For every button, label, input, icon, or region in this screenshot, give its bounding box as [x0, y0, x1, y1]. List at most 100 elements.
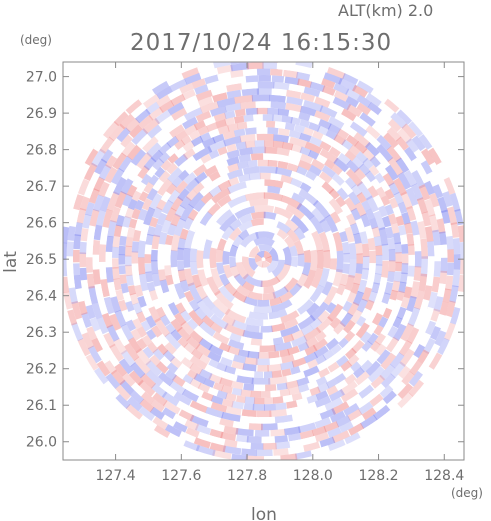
radar-cell — [356, 423, 376, 439]
radar-cell — [260, 325, 273, 333]
radar-cell — [134, 199, 145, 211]
radar-cell — [434, 313, 446, 330]
radar-cell — [401, 263, 409, 275]
radar-cell — [158, 372, 174, 387]
radar-cell — [131, 190, 142, 202]
y-tick-label: 26.9 — [26, 106, 57, 122]
radar-cell — [372, 399, 387, 413]
radar-cell — [459, 258, 464, 275]
radar-cell — [393, 177, 408, 196]
radar-cell — [337, 211, 352, 231]
radar-cell — [351, 156, 365, 169]
radar-cell — [283, 394, 294, 403]
radar-cell — [153, 223, 163, 238]
radar-cell — [343, 403, 360, 417]
radar-cell — [192, 157, 205, 169]
radar-cell — [131, 317, 143, 330]
radar-cell — [241, 409, 257, 417]
radar-cell — [227, 345, 240, 356]
radar-cell — [136, 338, 148, 350]
chart-title: 2017/10/24 16:15:30 — [130, 30, 392, 56]
radar-cell — [66, 257, 74, 273]
radar-cell — [403, 156, 418, 175]
radar-cell — [345, 177, 357, 189]
radar-cell — [130, 382, 145, 396]
radar-cell — [345, 134, 359, 147]
radar-cell — [314, 110, 331, 122]
radar-cell — [410, 281, 420, 299]
radar-cell — [120, 176, 135, 195]
radar-cell — [63, 226, 70, 244]
radar-cell — [86, 273, 95, 289]
radar-cell — [164, 424, 182, 438]
radar-cell — [276, 382, 288, 391]
radar-cell — [145, 233, 154, 246]
radar-cell — [397, 201, 408, 214]
radar-cell — [356, 72, 369, 83]
radar-cell — [263, 211, 278, 221]
radar-cell — [179, 203, 194, 222]
radar-cell — [303, 351, 318, 364]
radar-cell — [227, 163, 240, 173]
radar-cell — [194, 84, 210, 95]
radar-cell — [220, 328, 232, 339]
radar-cell — [222, 250, 230, 265]
radar-cell — [79, 241, 87, 255]
radar-cell — [184, 72, 202, 85]
radar-cell — [299, 182, 312, 193]
radar-cell — [102, 120, 120, 139]
radar-cell — [127, 163, 143, 182]
radar-cell — [466, 270, 473, 281]
radar-cell — [221, 411, 241, 422]
radar-cell — [208, 185, 222, 198]
radar-cell — [432, 184, 444, 199]
radar-cell — [348, 144, 361, 156]
radar-cell — [296, 166, 308, 176]
radar-cell — [324, 158, 336, 170]
radar-cell — [408, 255, 415, 268]
radar-cell — [164, 265, 172, 276]
radar-cell — [404, 146, 418, 163]
radar-cell — [417, 221, 427, 239]
radar-cell — [195, 89, 215, 102]
radar-cell — [66, 309, 78, 326]
radar-cell — [208, 170, 222, 182]
radar-cell — [258, 244, 273, 253]
radar-cell — [226, 149, 240, 159]
radar-cell — [197, 396, 213, 408]
radar-cell — [331, 401, 350, 415]
radar-cell — [171, 107, 188, 121]
radar-cell — [197, 269, 209, 287]
radar-cell — [248, 423, 263, 431]
radar-cell — [273, 206, 294, 220]
radar-cell — [328, 188, 340, 200]
radar-cell — [375, 343, 387, 356]
radar-cell — [418, 168, 430, 183]
radar-cell — [123, 341, 140, 361]
radar-cell — [246, 435, 262, 444]
radar-cell — [273, 82, 291, 91]
radar-cell — [252, 285, 264, 294]
radar-cell — [286, 156, 301, 166]
radar-cell — [452, 238, 461, 255]
radar-cell — [178, 169, 190, 181]
radar-cell — [99, 196, 111, 212]
radar-cell — [209, 245, 218, 269]
radar-cell — [318, 367, 330, 378]
radar-cell — [319, 218, 332, 233]
radar-cell — [176, 345, 194, 361]
radar-cell — [356, 315, 367, 327]
radar-cell — [313, 345, 329, 359]
radar-cell — [393, 323, 407, 342]
radar-cell — [206, 220, 222, 242]
radar-cell — [120, 134, 133, 148]
radar-cell — [338, 289, 351, 307]
radar-cell — [221, 398, 234, 408]
radar-cell — [216, 457, 228, 460]
radar-cell — [444, 222, 453, 236]
radar-cell — [321, 78, 336, 89]
radar-cell — [91, 148, 106, 168]
radar-cell — [288, 432, 302, 442]
radar-cell — [283, 333, 295, 344]
radar-cell — [103, 332, 116, 349]
